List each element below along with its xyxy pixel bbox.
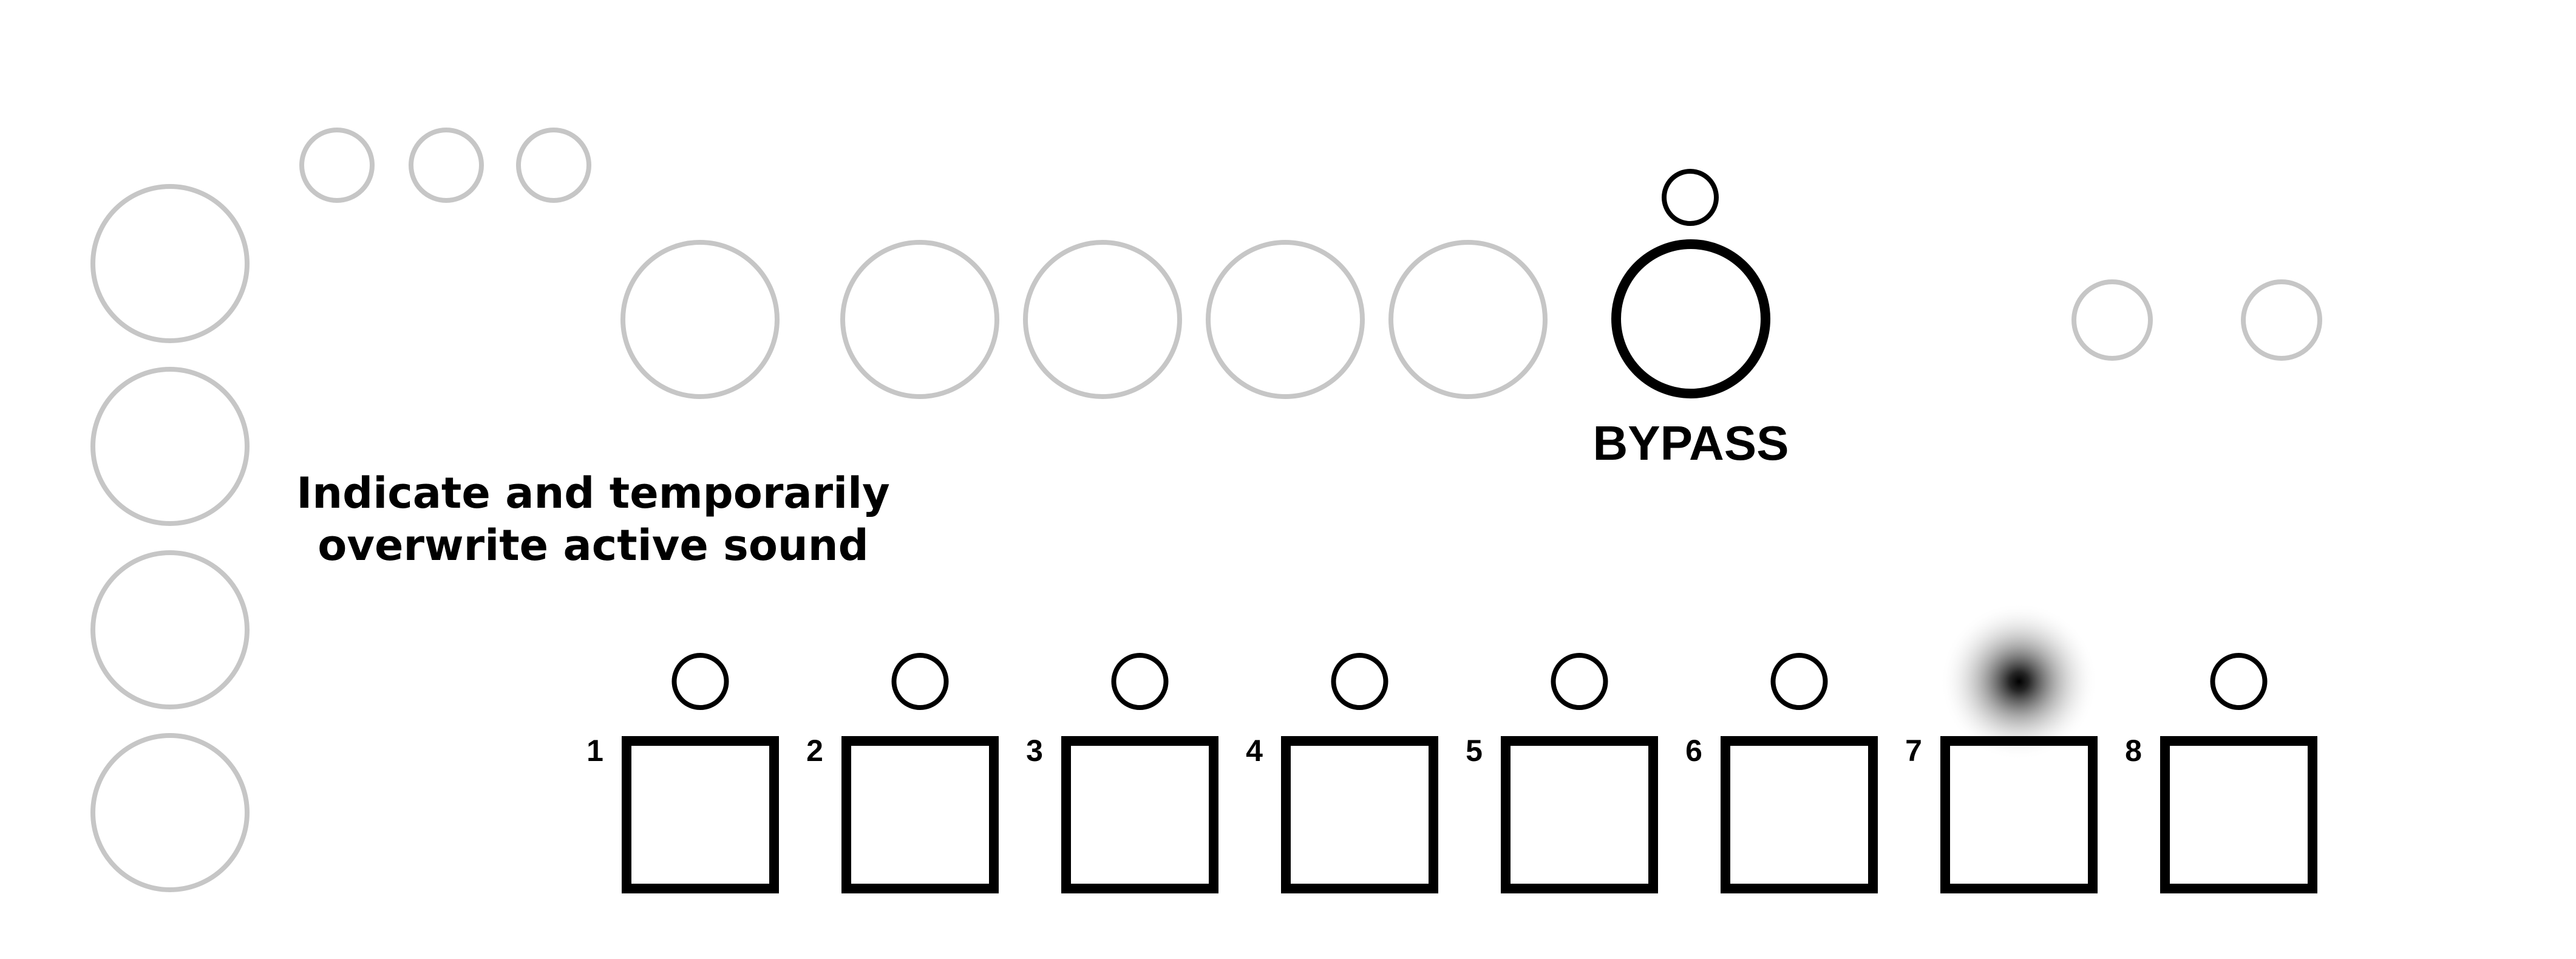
pad-led-8 (2210, 653, 2268, 710)
pad-number-6: 6 (1685, 734, 1702, 768)
top-knob-5[interactable] (1388, 240, 1548, 399)
pad-6[interactable] (1721, 736, 1878, 893)
bypass-led (1662, 169, 1719, 226)
pad-5[interactable] (1501, 736, 1658, 893)
pad-3[interactable] (1061, 736, 1218, 893)
description-line-1: Indicate and temporarily (296, 468, 890, 518)
pad-row: 1 2 3 4 5 6 7 8 (586, 602, 2317, 893)
pad-led-4 (1331, 653, 1388, 710)
pad-led-6 (1770, 653, 1828, 710)
pad-7[interactable] (1940, 736, 2098, 893)
pad-2[interactable] (841, 736, 999, 893)
top-knob-2[interactable] (840, 240, 999, 399)
left-knob-4[interactable] (90, 733, 250, 892)
left-knob-1[interactable] (90, 184, 250, 343)
pad-number-4: 4 (1246, 734, 1263, 768)
pad-number-2: 2 (806, 734, 823, 768)
pad-8[interactable] (2160, 736, 2317, 893)
pad-number-1: 1 (586, 734, 603, 768)
pad-number-5: 5 (1466, 734, 1483, 768)
right-small-knob-2[interactable] (2241, 279, 2322, 361)
pad-led-7-glowing (1940, 602, 2098, 760)
left-knob-3[interactable] (90, 550, 250, 709)
top-knob-1[interactable] (620, 240, 780, 399)
small-knob-2[interactable] (409, 128, 484, 203)
pad-1[interactable] (622, 736, 779, 893)
pad-4[interactable] (1281, 736, 1438, 893)
pad-led-1 (671, 653, 729, 710)
pad-led-3 (1111, 653, 1169, 710)
bypass-button[interactable] (1611, 239, 1770, 398)
small-knob-1[interactable] (299, 128, 375, 203)
pad-led-5 (1551, 653, 1608, 710)
right-small-knob-1[interactable] (2071, 279, 2153, 361)
pad-number-7: 7 (1905, 734, 1922, 768)
small-knob-3[interactable] (516, 128, 591, 203)
top-knob-4[interactable] (1206, 240, 1365, 399)
bypass-label: BYPASS (1592, 416, 1789, 470)
pad-led-2 (891, 653, 949, 710)
description-line-2: overwrite active sound (318, 520, 868, 570)
top-knob-3[interactable] (1023, 240, 1182, 399)
left-knob-2[interactable] (90, 367, 250, 526)
pad-number-3: 3 (1026, 734, 1043, 768)
pad-number-8: 8 (2125, 734, 2142, 768)
